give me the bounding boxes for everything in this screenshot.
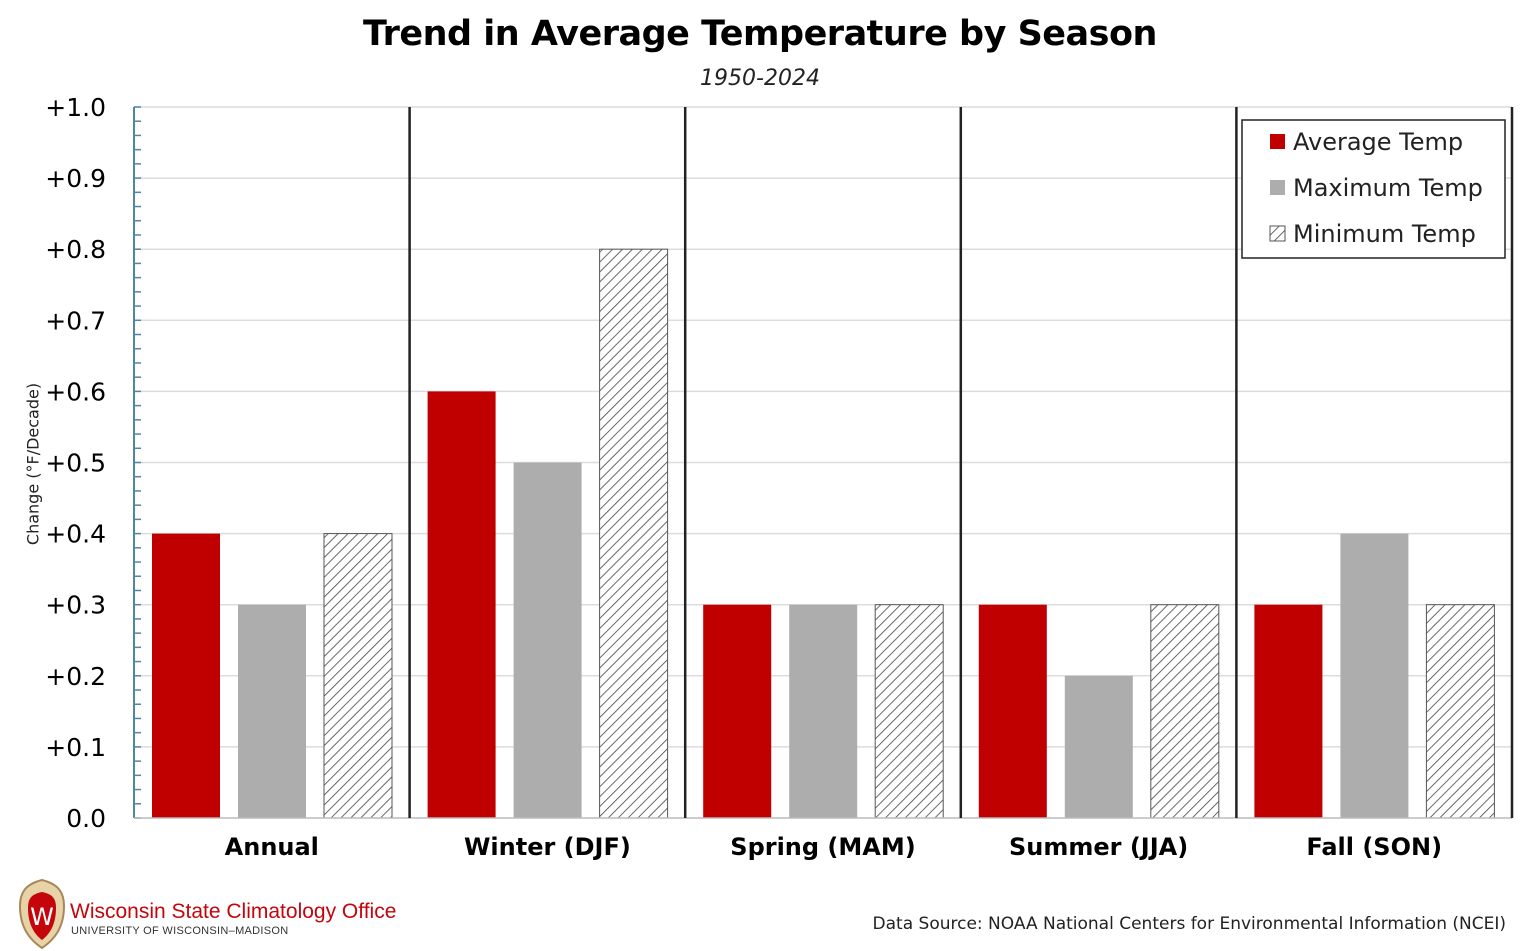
legend-swatch bbox=[1269, 225, 1286, 242]
y-tick-label: +1.0 bbox=[45, 93, 106, 122]
bar-maximum-temp bbox=[789, 604, 858, 818]
logo-subtitle: UNIVERSITY OF WISCONSIN–MADISON bbox=[71, 925, 289, 937]
legend-box bbox=[1241, 119, 1506, 259]
bar-average-temp bbox=[703, 604, 772, 818]
bar-minimum-temp bbox=[874, 604, 944, 819]
bar-average-temp bbox=[427, 391, 496, 818]
uw-crest-logo: W bbox=[18, 878, 66, 950]
bar-minimum-temp bbox=[1150, 604, 1220, 819]
legend-label: Average Temp bbox=[1293, 128, 1463, 156]
bar-average-temp bbox=[978, 604, 1047, 818]
y-tick-label: +0.2 bbox=[45, 662, 106, 691]
x-tick-label: Winter (DJF) bbox=[464, 833, 631, 861]
bar-minimum-temp bbox=[1425, 604, 1495, 819]
data-source: Data Source: NOAA National Centers for E… bbox=[872, 914, 1506, 934]
y-tick-label: +0.5 bbox=[45, 449, 106, 478]
y-tick-label: +0.3 bbox=[45, 591, 106, 620]
y-tick-label: +0.8 bbox=[45, 235, 106, 264]
x-tick-label: Spring (MAM) bbox=[730, 833, 915, 861]
y-tick-label: +0.9 bbox=[45, 164, 106, 193]
logo-name: Wisconsin State Climatology Office bbox=[70, 900, 397, 923]
y-tick-label: +0.7 bbox=[45, 306, 106, 335]
bar-maximum-temp bbox=[1064, 675, 1133, 818]
legend-label: Maximum Temp bbox=[1293, 174, 1483, 202]
x-tick-label: Fall (SON) bbox=[1306, 833, 1442, 861]
crest-letter: W bbox=[30, 903, 54, 931]
legend-swatch bbox=[1270, 134, 1285, 149]
x-tick-label: Annual bbox=[225, 833, 319, 861]
bar-average-temp bbox=[152, 533, 220, 818]
legend-label: Minimum Temp bbox=[1293, 220, 1476, 248]
y-tick-label: +0.4 bbox=[45, 520, 106, 549]
bar-average-temp bbox=[1254, 604, 1323, 818]
y-tick-label: +0.1 bbox=[45, 733, 106, 762]
chart-title: Trend in Average Temperature by Season bbox=[363, 14, 1157, 54]
bar-maximum-temp bbox=[238, 604, 306, 818]
bar-minimum-temp bbox=[323, 533, 393, 819]
bar-maximum-temp bbox=[1340, 533, 1409, 818]
x-tick-label: Summer (JJA) bbox=[1009, 833, 1188, 861]
legend-swatch bbox=[1270, 180, 1285, 195]
bar-minimum-temp bbox=[599, 248, 669, 819]
chart-subtitle: 1950-2024 bbox=[700, 66, 820, 91]
y-tick-label: +0.6 bbox=[45, 377, 106, 406]
y-tick-label: 0.0 bbox=[66, 804, 106, 833]
bar-maximum-temp bbox=[513, 462, 582, 818]
